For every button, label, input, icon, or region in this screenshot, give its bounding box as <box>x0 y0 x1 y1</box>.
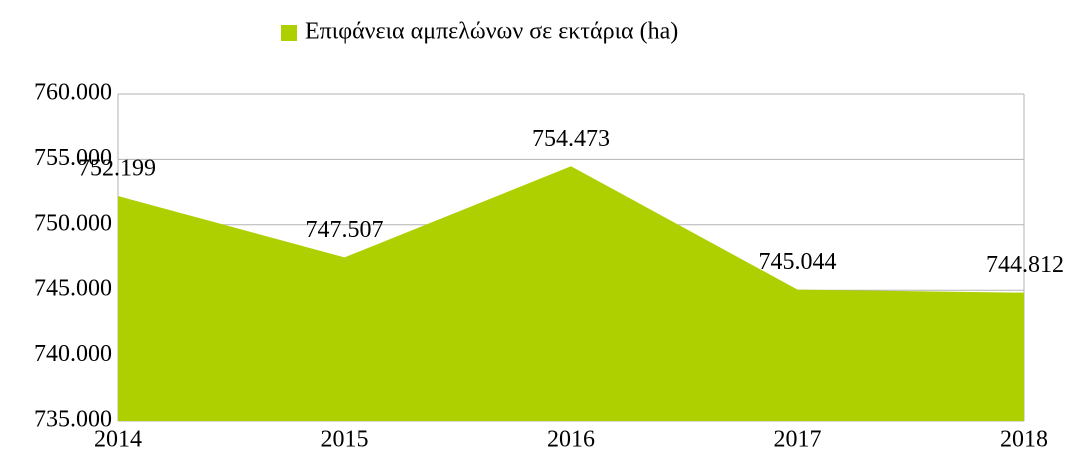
x-tick-label: 2016 <box>547 427 595 453</box>
data-label: 754.473 <box>532 126 610 152</box>
x-tick-label: 2015 <box>321 427 369 453</box>
data-label: 745.044 <box>759 249 837 275</box>
y-tick-label: 740.000 <box>34 341 112 367</box>
y-tick-label: 750.000 <box>34 210 112 236</box>
legend-label: Επιφάνεια αμπελώνων σε εκτάρια (ha) <box>305 19 678 45</box>
y-tick-label: 760.000 <box>34 80 112 106</box>
x-tick-label: 2017 <box>774 427 822 453</box>
data-label: 752.199 <box>78 156 156 182</box>
data-label: 744.812 <box>986 252 1064 278</box>
legend-swatch <box>281 25 297 41</box>
area <box>118 166 1024 421</box>
x-tick-label: 2018 <box>1000 427 1048 453</box>
x-tick-label: 2014 <box>94 427 142 453</box>
y-tick-label: 735.000 <box>34 407 112 433</box>
y-tick-label: 745.000 <box>34 276 112 302</box>
data-label: 747.507 <box>306 217 384 243</box>
y-tick-label: 755.000 <box>34 145 112 171</box>
